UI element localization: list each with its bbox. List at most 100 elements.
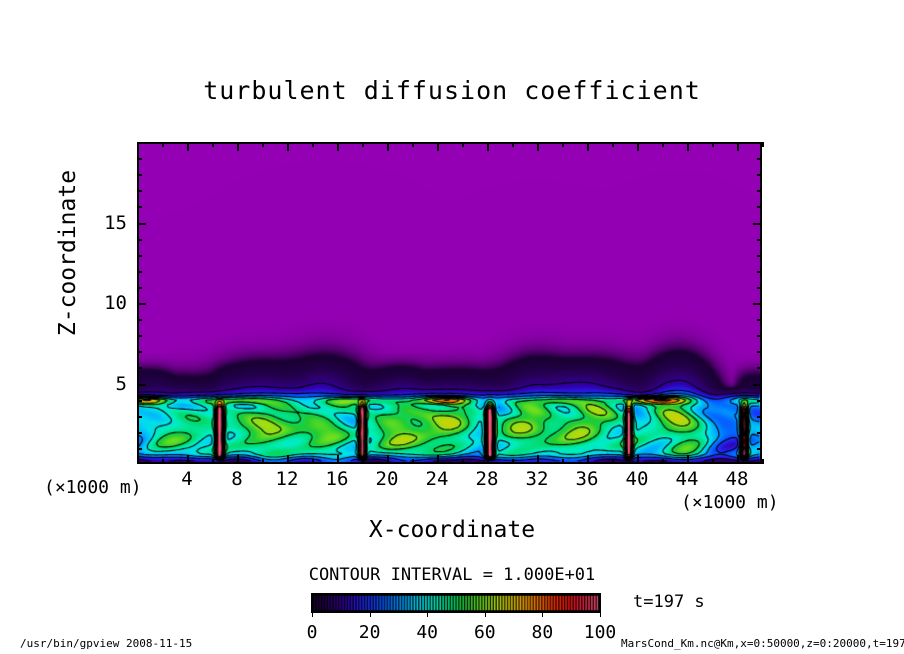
y-tick-2 [137,432,142,434]
y-tick-right-16 [757,206,762,208]
colorbar-tick-80 [542,613,544,617]
x-tick-top-8 [237,142,239,151]
x-tick-16 [337,455,339,464]
x-tick-label-16: 16 [325,468,349,490]
y-tick-right-12 [757,271,762,273]
y-tick-14 [137,239,142,241]
y-tick-6 [137,367,142,369]
x-tick-top-48 [737,142,739,151]
y-tick-right-17 [757,190,762,192]
x-tick-42 [662,459,664,464]
x-tick-38 [612,459,614,464]
x-tick-20 [387,455,389,464]
y-tick-19 [137,158,142,160]
x-tick-top-30 [512,142,514,147]
plot-area [137,142,762,464]
y-tick-4 [137,400,142,402]
colorbar-tick-label-80: 80 [531,622,554,643]
footer-left-text: /usr/bin/gpview 2008-11-15 [20,637,193,650]
x-tick-top-44 [687,142,689,151]
colorbar-tick-label-20: 20 [358,622,381,643]
y-tick-15 [137,223,146,225]
y-tick-right-3 [757,416,762,418]
y-tick-7 [137,351,142,353]
x-tick-label-44: 44 [675,468,699,490]
y-tick-right-18 [757,174,762,176]
x-tick-top-50 [762,142,764,147]
y-tick-13 [137,255,142,257]
footer-right-text: MarsCond_Km.nc@Km,x=0:50000,z=0:20000,t=… [621,637,904,650]
x-tick-top-46 [712,142,714,147]
colorbar [311,593,601,617]
colorbar-tick-0 [312,613,313,617]
x-tick-46 [712,459,714,464]
x-tick-top-24 [437,142,439,151]
y-tick-label-5: 5 [115,372,127,395]
y-tick-8 [137,335,142,337]
colorbar-gradient [311,593,601,613]
y-tick-12 [137,271,142,273]
y-tick-3 [137,416,142,418]
y-tick-right-5 [753,384,762,386]
x-tick-label-24: 24 [425,468,449,490]
y-tick-17 [137,190,142,192]
colorbar-tick-60 [484,613,486,617]
x-tick-top-34 [562,142,564,147]
y-tick-18 [137,174,142,176]
x-tick-50 [762,459,764,464]
y-tick-right-19 [757,158,762,160]
x-tick-label-20: 20 [375,468,399,490]
y-tick-right-1 [757,448,762,450]
y-tick-right-15 [753,223,762,225]
x-tick-top-28 [487,142,489,151]
x-tick-label-36: 36 [575,468,599,490]
x-axis-title: X-coordinate [368,517,536,543]
colorbar-tick-label-40: 40 [416,622,439,643]
y-tick-right-10 [753,303,762,305]
y-tick-label-15: 15 [104,211,127,234]
x-tick-24 [437,455,439,464]
x-tick-top-36 [587,142,589,151]
y-tick-1 [137,448,142,450]
x-tick-8 [237,455,239,464]
x-tick-top-20 [387,142,389,151]
x-tick-label-48: 48 [725,468,749,490]
colorbar-tick-label-100: 100 [583,622,617,643]
x-tick-top-22 [412,142,414,147]
y-tick-right-9 [757,319,762,321]
x-tick-top-10 [262,142,264,147]
x-tick-28 [487,455,489,464]
x-tick-6 [212,459,214,464]
x-tick-18 [362,459,364,464]
x-tick-top-18 [362,142,364,147]
x-tick-top-6 [212,142,214,147]
x-tick-top-32 [537,142,539,151]
x-tick-top-2 [162,142,164,147]
x-tick-10 [262,459,264,464]
x-tick-label-8: 8 [231,468,243,490]
x-tick-top-38 [612,142,614,147]
y-tick-label-10: 10 [104,292,127,314]
y-tick-right-14 [757,239,762,241]
x-tick-22 [412,459,414,464]
x-tick-top-14 [312,142,314,147]
heatmap-canvas [139,144,760,462]
x-tick-2 [162,459,164,464]
y-tick-5 [137,384,146,386]
x-tick-32 [537,455,539,464]
colorbar-tick-20 [369,613,371,617]
contour-interval-label: CONTOUR INTERVAL = 1.000E+01 [308,565,596,585]
x-tick-48 [737,455,739,464]
x-tick-26 [462,459,464,464]
y-tick-right-6 [757,367,762,369]
y-tick-right-4 [757,400,762,402]
colorbar-tick-100 [600,613,601,617]
colorbar-tick-label-60: 60 [473,622,496,643]
y-tick-right-8 [757,335,762,337]
x-tick-top-16 [337,142,339,151]
x-tick-4 [187,455,189,464]
y-tick-9 [137,319,142,321]
x-unit-right-label: (×1000 m) [681,492,779,513]
y-tick-right-7 [757,351,762,353]
x-tick-top-40 [637,142,639,151]
